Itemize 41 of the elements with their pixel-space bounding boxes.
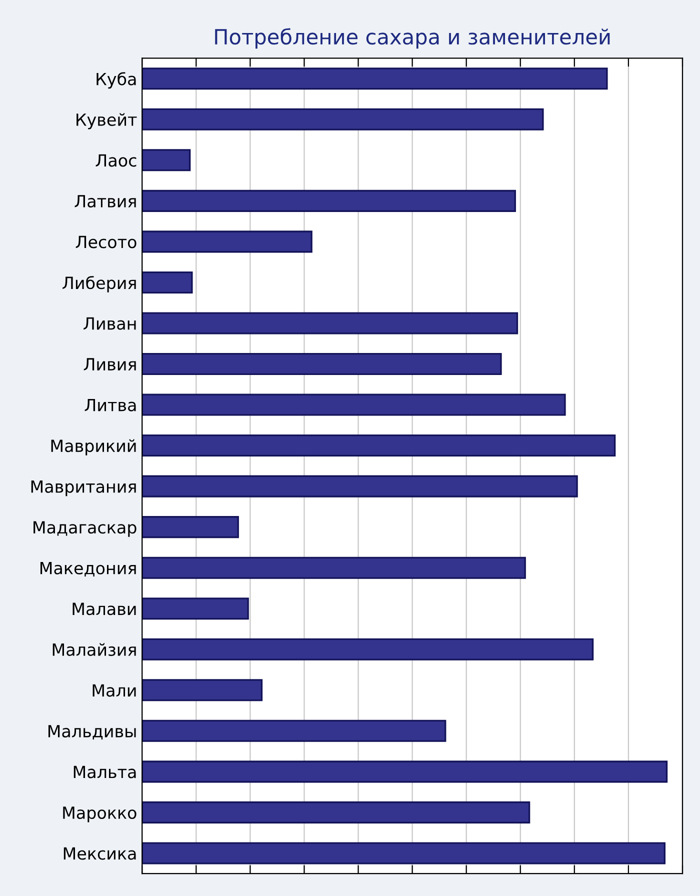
bar xyxy=(142,720,446,742)
bar xyxy=(142,760,668,783)
bar xyxy=(142,598,249,620)
bar xyxy=(142,149,191,172)
y-tick-label: Мальдивы xyxy=(48,725,136,740)
y-tick-label: Ливия xyxy=(84,358,136,370)
bar xyxy=(142,312,518,334)
y-tick-label: Лесото xyxy=(76,236,136,248)
bar xyxy=(142,68,608,90)
bar xyxy=(142,842,666,864)
y-tick-label: Ливан xyxy=(84,317,136,330)
bar xyxy=(142,230,312,253)
y-tick-label: Либерия xyxy=(62,276,136,292)
bar xyxy=(142,394,566,416)
y-tick-label: Малайзия xyxy=(52,643,136,656)
bar xyxy=(142,679,263,702)
bar xyxy=(142,271,193,294)
y-tick-label: Македония xyxy=(40,562,136,576)
y-tick-label: Марокко xyxy=(63,806,136,822)
y-tick-label: Мальта xyxy=(74,766,136,778)
y-tick-label: Куба xyxy=(96,72,136,89)
y-tick-label: Кувейт xyxy=(76,113,137,130)
y-tick-label: Литва xyxy=(84,398,136,412)
y-tick-label: Мексика xyxy=(64,847,136,860)
y-tick-label: Мавритания xyxy=(31,480,136,496)
bar xyxy=(142,556,526,579)
bar xyxy=(142,801,530,824)
y-tick-label: Малави xyxy=(72,602,136,616)
y-tick-label: Мадагаскар xyxy=(34,521,136,537)
y-tick-label: Мали xyxy=(92,684,136,697)
bar xyxy=(142,475,578,498)
y-tick-label: Лаос xyxy=(96,154,136,167)
bar xyxy=(142,434,616,457)
bar xyxy=(142,638,594,660)
bar xyxy=(142,190,516,212)
chart-title: Потребление сахара и заменителей xyxy=(215,28,610,49)
bar xyxy=(142,516,239,538)
bar xyxy=(142,352,502,376)
y-tick-label: Латвия xyxy=(74,195,136,208)
y-tick-label: Маврикий xyxy=(51,439,136,456)
bar xyxy=(142,108,544,130)
